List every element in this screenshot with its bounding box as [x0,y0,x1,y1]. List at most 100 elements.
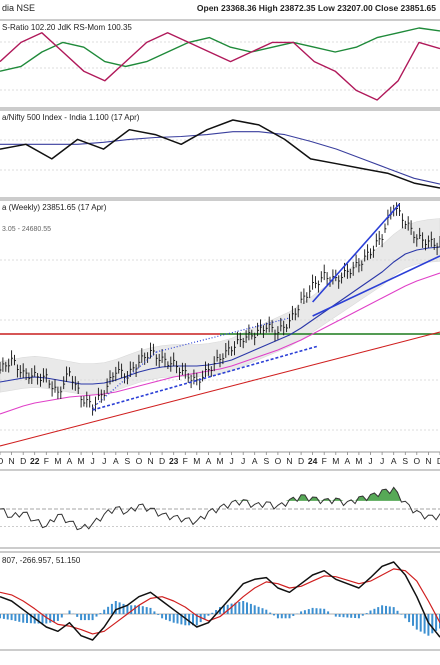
histogram-bar [431,614,433,633]
histogram-bar [153,611,155,614]
histogram-bar [273,614,275,615]
histogram-bar [285,614,287,618]
x-tick-label: N [9,456,15,466]
panel-title-price: a (Weekly) 23851.65 (17 Apr) [2,203,107,212]
histogram-bar [157,614,159,615]
histogram-bar [254,605,256,614]
panel-frame-rrg-rs [0,20,440,108]
histogram-bar [400,614,402,615]
histogram-bar [246,602,248,614]
histogram-bar [142,606,144,614]
histogram-bar [238,602,240,614]
histogram-bar [397,611,399,614]
histogram-bar [188,614,190,625]
x-tick-label: N [147,456,153,466]
x-tick-label: 22 [30,456,40,466]
histogram-bar [84,614,86,620]
panel-title-relative: a/Nifty 500 Index - India 1.100 (17 Apr) [2,113,140,122]
x-tick-label: O [136,456,143,466]
histogram-bar [316,608,318,614]
x-tick-label: M [355,456,362,466]
histogram-bar [362,614,364,616]
histogram-bar [304,610,306,614]
x-tick-label: M [78,456,85,466]
x-tick-label: M [332,456,339,466]
x-tick-label: J [102,456,106,466]
histogram-bar [300,611,302,614]
histogram-bar [269,613,271,614]
histogram-bar [207,614,209,616]
x-tick-label: S [402,456,408,466]
histogram-bar [138,605,140,614]
panel-frame-relative-performance [0,110,440,198]
x-tick-label: 23 [169,456,179,466]
histogram-bar [61,614,63,618]
histogram-bar [103,610,105,614]
histogram-bar [57,614,59,621]
histogram-bar [7,614,9,620]
x-tick-label: J [241,456,245,466]
x-tick-label: M [216,456,223,466]
histogram-bar [177,614,179,624]
histogram-bar [96,614,98,617]
histogram-bar [370,611,372,615]
histogram-bar [366,613,368,614]
histogram-bar [150,608,152,614]
histogram-bar [312,608,314,614]
histogram-bar [173,614,175,623]
histogram-bar [134,605,136,614]
histogram-bar [123,604,125,614]
x-tick-label: D [159,456,165,466]
histogram-bar [427,614,429,636]
histogram-bar [49,614,51,623]
x-tick-label: A [113,456,119,466]
histogram-bar [22,614,24,623]
histogram-bar [53,614,55,622]
histogram-bar [231,604,233,614]
histogram-bar [92,614,94,620]
histogram-bar [111,604,113,614]
histogram-bar [346,614,348,618]
histogram-bar [377,607,379,614]
x-tick-label: D [20,456,26,466]
histogram-bar [308,609,310,614]
x-tick-label: J [229,456,233,466]
x-tick-label: M [54,456,61,466]
x-tick-label: A [67,456,73,466]
x-tick-label: J [368,456,372,466]
histogram-bar [169,614,171,621]
histogram-bar [250,604,252,614]
panel-subtitle-price: 3.05 - 24680.55 [2,226,51,233]
x-tick-label: O [0,456,4,466]
histogram-bar [262,608,264,614]
histogram-bar [412,614,414,626]
histogram-bar [323,609,325,614]
histogram-bar [165,614,167,620]
histogram-bar [80,614,82,620]
histogram-bar [385,606,387,614]
histogram-bar [420,614,422,632]
histogram-bar [289,614,291,618]
histogram-bar [0,614,1,618]
x-tick-label: O [414,456,421,466]
histogram-bar [242,601,244,614]
histogram-bar [381,605,383,614]
ohlc-readout: Open 23368.36 High 23872.35 Low 23207.00… [197,3,436,13]
x-tick-label: F [322,456,327,466]
histogram-bar [107,607,109,614]
x-tick-label: N [286,456,292,466]
panel-title-macd: 807, -266.957, 51.150 [2,556,81,565]
histogram-bar [292,614,294,616]
x-tick-label: A [345,456,351,466]
histogram-bar [373,609,375,614]
histogram-bar [265,610,267,614]
panel-frame-macd [0,552,440,650]
histogram-bar [11,614,13,620]
x-tick-label: S [125,456,131,466]
x-tick-label: S [263,456,269,466]
histogram-bar [69,611,71,615]
histogram-bar [281,614,283,618]
histogram-bar [126,605,128,614]
